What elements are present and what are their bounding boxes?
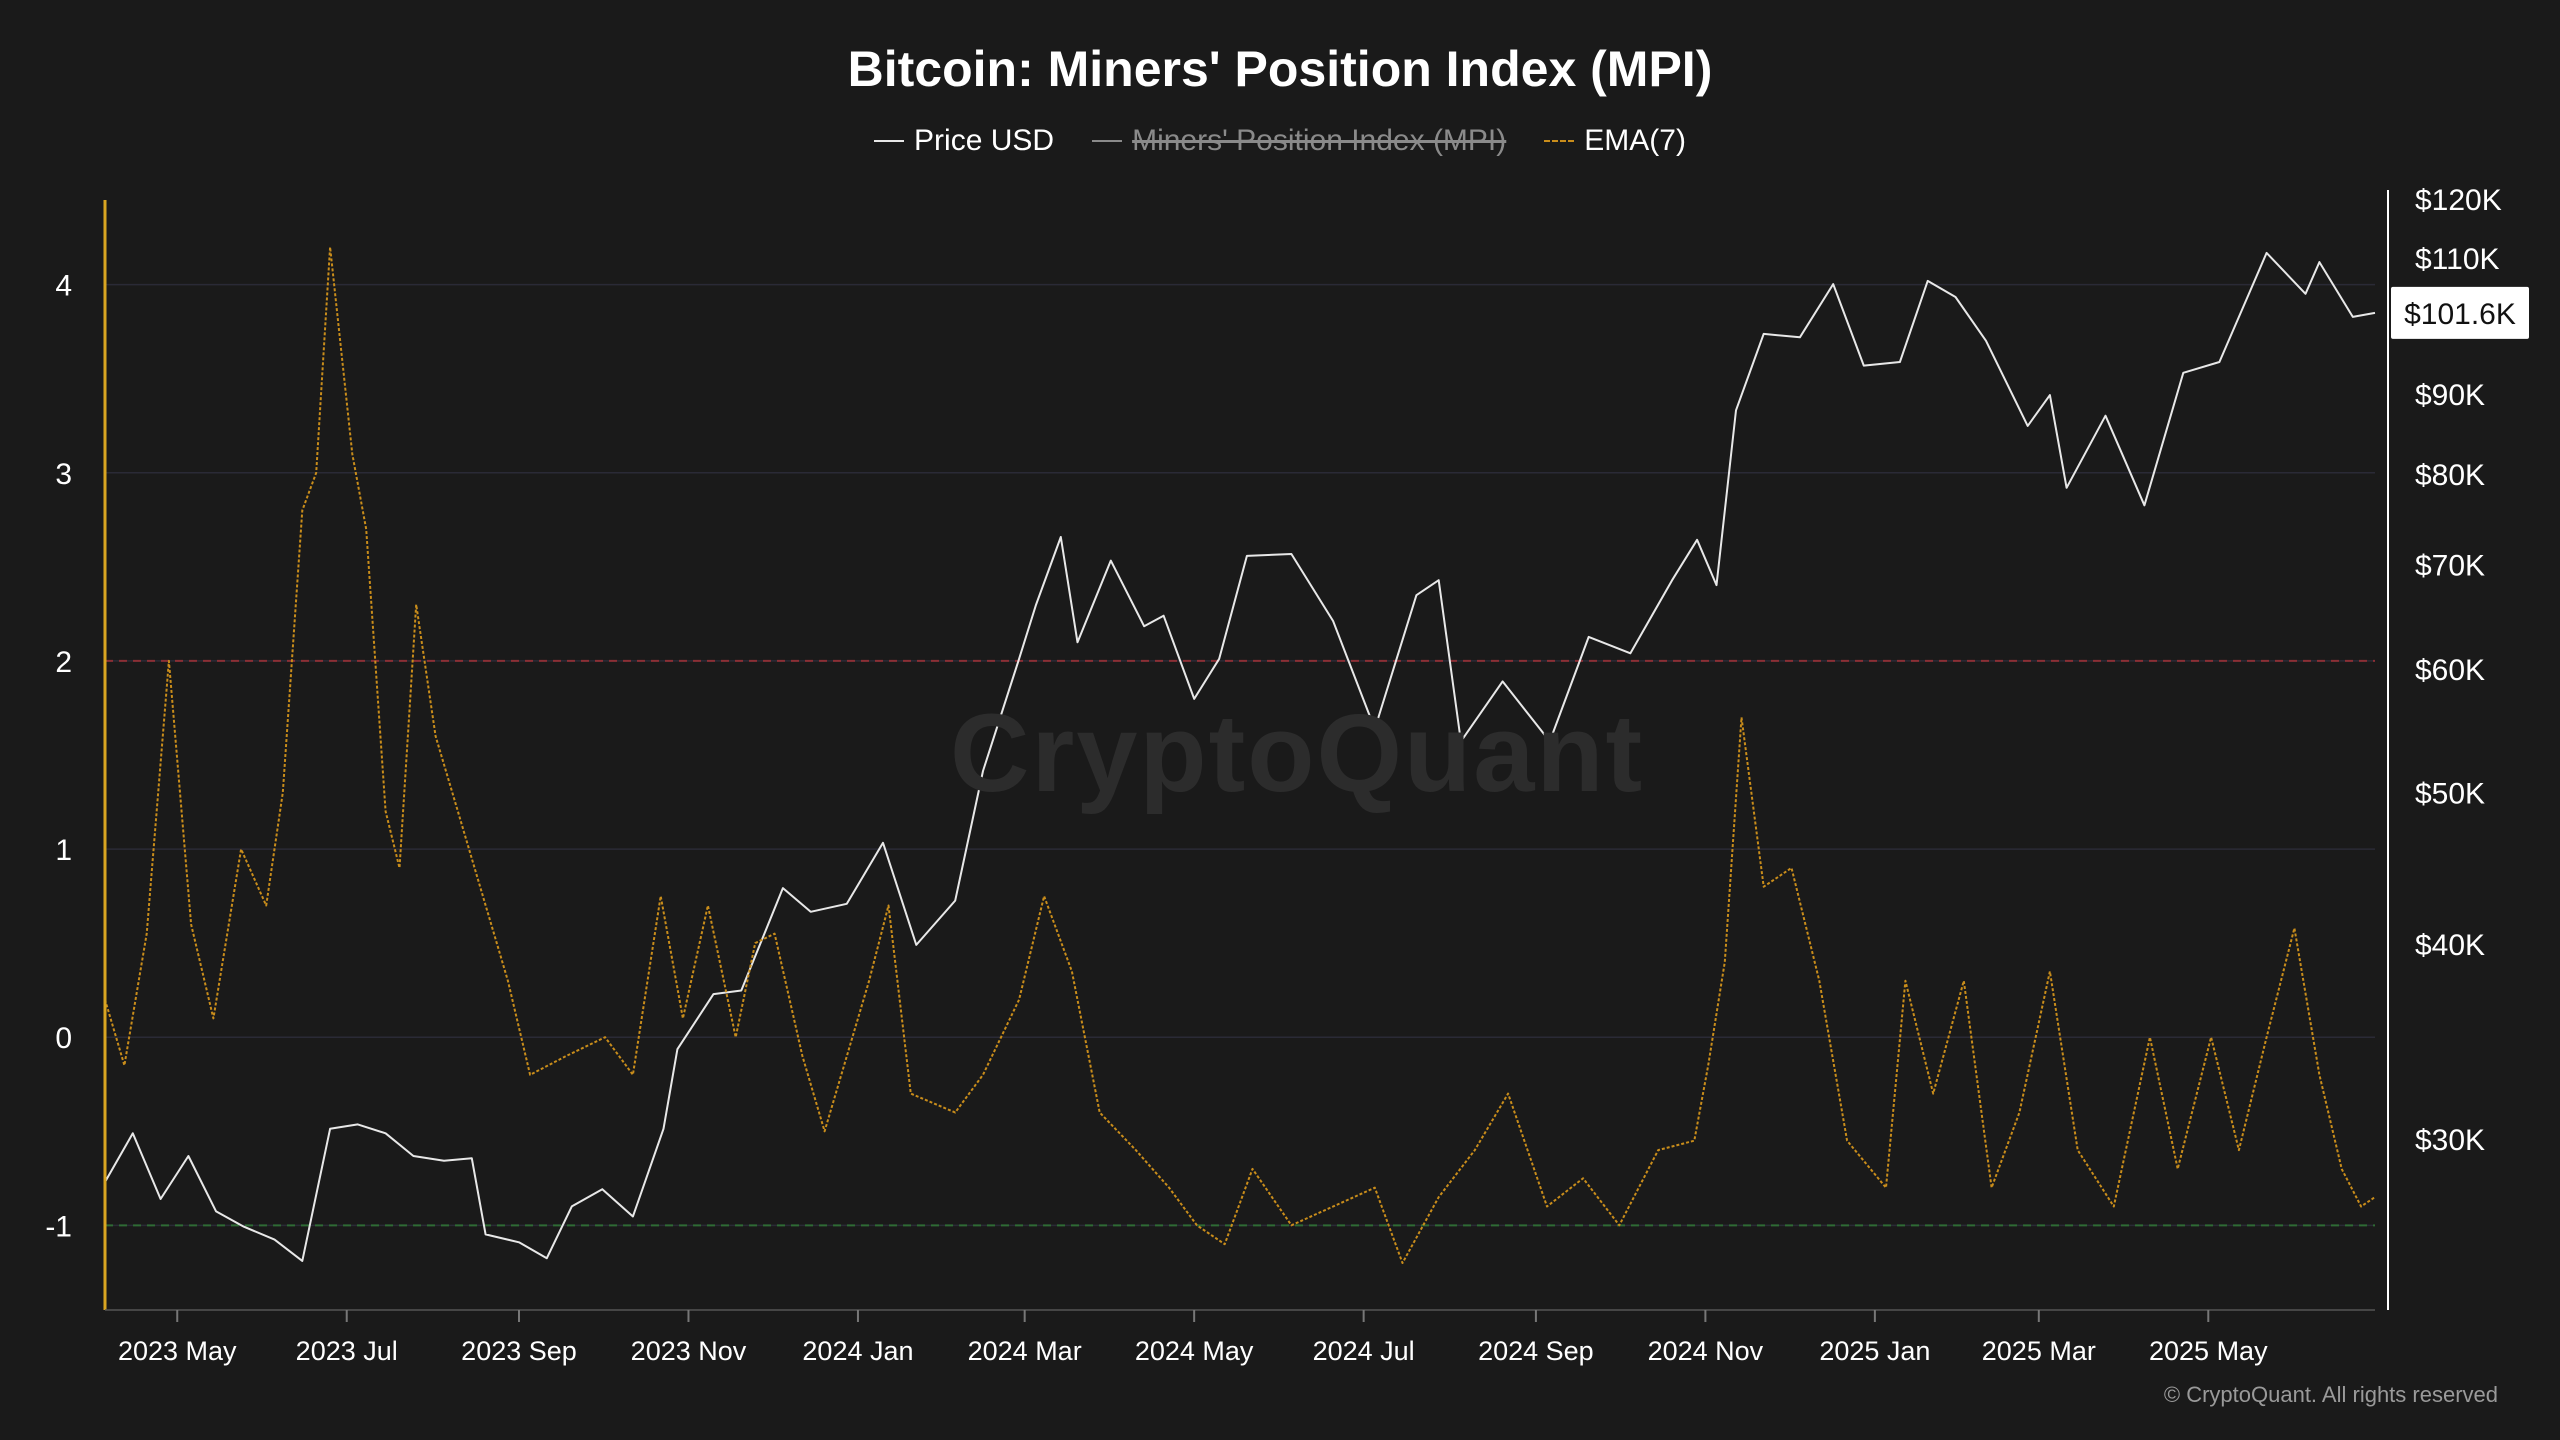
- y-left-tick-label: 0: [55, 1022, 72, 1055]
- y-right-tick-label: $70K: [2415, 549, 2485, 582]
- x-tick-label: 2024 May: [1135, 1336, 1254, 1366]
- watermark: CryptoQuant: [950, 692, 1645, 815]
- current-price-badge: [2391, 286, 2529, 339]
- x-tick-label: 2025 Mar: [1982, 1336, 2096, 1366]
- price-line: [104, 251, 2376, 1262]
- y-right-tick-label: $40K: [2415, 929, 2485, 962]
- y-axis-right-ticks: $120K $110K $90K $80K $70K $60K $50K $40K $30K: [2415, 184, 2502, 1157]
- y-right-tick-label: $60K: [2415, 654, 2485, 687]
- current-price-marker: $101.6K: [2391, 286, 2529, 339]
- copyright-notice: © CryptoQuant. All rights reserved: [2163, 1382, 2498, 1407]
- y-right-tick-label: $30K: [2415, 1124, 2485, 1157]
- y-right-tick-label: $50K: [2415, 778, 2485, 811]
- x-tick-label: 2025 May: [2149, 1336, 2268, 1366]
- legend-label-mpi: Miners' Position Index (MPI): [1132, 124, 1507, 157]
- y-axis-left-ticks: 4 3 2 1 0 -1: [45, 270, 72, 1244]
- y-left-tick-label: 1: [55, 834, 72, 867]
- legend: Price USD Miners' Position Index (MPI) E…: [0, 124, 2560, 158]
- legend-swatch-ema: [1544, 140, 1575, 142]
- x-tick-label: 2024 Nov: [1648, 1336, 1764, 1366]
- legend-item-ema[interactable]: EMA(7): [1544, 124, 1686, 158]
- x-tick-label: 2023 May: [118, 1336, 237, 1366]
- y-right-tick-label: $90K: [2415, 379, 2485, 412]
- y-left-tick-label: 2: [55, 646, 72, 679]
- y-right-tick-label: $80K: [2415, 459, 2485, 492]
- ema-series: [104, 246, 2376, 1264]
- legend-label-price: Price USD: [914, 124, 1055, 157]
- chart-title: Bitcoin: Miners' Position Index (MPI): [847, 41, 1713, 97]
- legend-item-price[interactable]: Price USD: [874, 124, 1054, 158]
- x-tick-label: 2023 Nov: [631, 1336, 747, 1366]
- x-tick-label: 2023 Sep: [461, 1336, 577, 1366]
- legend-label-ema: EMA(7): [1584, 124, 1686, 157]
- x-tick-label: 2024 Mar: [968, 1336, 1082, 1366]
- y-right-tick-label: $120K: [2415, 184, 2502, 217]
- legend-item-mpi[interactable]: Miners' Position Index (MPI): [1092, 124, 1506, 158]
- legend-swatch-mpi: [1092, 140, 1123, 142]
- price-series: [104, 251, 2376, 1262]
- y-left-tick-label: 4: [55, 270, 72, 303]
- y-right-tick-label: $110K: [2415, 243, 2500, 276]
- x-tick-label: 2023 Jul: [296, 1336, 398, 1366]
- x-tick-label: 2024 Jan: [802, 1336, 913, 1366]
- legend-swatch-price: [874, 140, 905, 142]
- x-tick-label: 2025 Jan: [1819, 1336, 1930, 1366]
- y-left-tick-label: 3: [55, 458, 72, 491]
- ema-line: [104, 246, 2376, 1264]
- x-axis-ticks: 2023 May 2023 Jul 2023 Sep 2023 Nov 2024 Jan…: [118, 1310, 2268, 1366]
- y-left-tick-label: -1: [45, 1210, 72, 1243]
- x-tick-label: 2024 Sep: [1478, 1336, 1594, 1366]
- axes: [103, 190, 2389, 1311]
- current-price-label: $101.6K: [2404, 298, 2516, 331]
- x-tick-label: 2024 Jul: [1313, 1336, 1415, 1366]
